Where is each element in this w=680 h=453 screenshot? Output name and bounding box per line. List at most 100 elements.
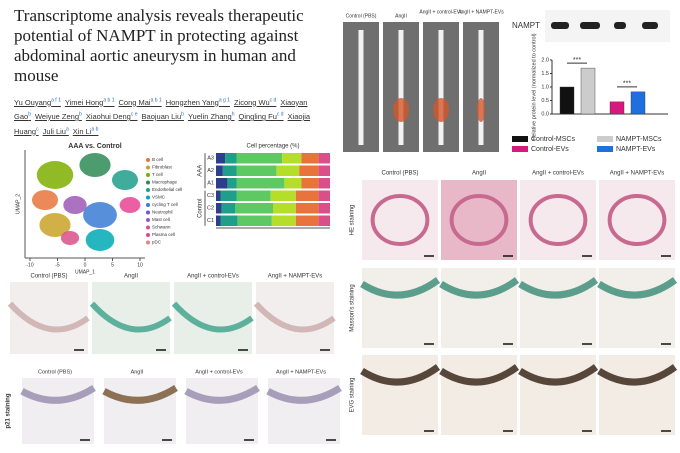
legend-swatch (146, 225, 150, 230)
umap-cluster (32, 190, 58, 210)
legend-swatch (146, 158, 150, 162)
author[interactable]: Yu Ouyanga f 1 (14, 97, 61, 107)
bar-segment (236, 153, 283, 164)
legend-swatch (146, 173, 150, 177)
legend-label: cycling T cell (152, 202, 178, 207)
column-label: AngII + NAMPT-EVs (276, 369, 326, 375)
bar-segment (216, 203, 222, 214)
significance-label: *** (623, 81, 631, 88)
author[interactable]: Yuelin Zhangh (188, 112, 235, 122)
aneurysm (433, 98, 449, 122)
row-label: EVG staining (350, 377, 356, 412)
y-tick-label: 2.0 (541, 57, 549, 63)
bar-segment (318, 190, 330, 201)
legend-label: Neutrophil (152, 210, 173, 215)
image-frame (362, 180, 438, 260)
author[interactable]: Hongzhen Yanga g 1 (165, 97, 230, 107)
author[interactable]: Yimei Honga b 1 (64, 97, 115, 107)
legend-swatch (146, 195, 150, 200)
bar (630, 91, 646, 115)
y-axis-label: Relative protein level (normalized to co… (531, 33, 537, 140)
legend-label: Macrophage (152, 180, 178, 185)
author-name: Hongzhen Yang (165, 97, 219, 107)
bar-segment (237, 215, 272, 226)
aneurysm (393, 98, 409, 122)
author[interactable]: Xiaoyan Gaob (14, 98, 307, 122)
row-label: Masson's staining (350, 284, 356, 332)
author[interactable]: Qingling Fuc d (239, 111, 284, 122)
bar (609, 101, 625, 115)
image-frame (186, 378, 258, 444)
image-frame (599, 180, 675, 260)
author-name: Zicong Wu (233, 97, 270, 107)
aorta-label: AngII + NAMPT-EVs (458, 9, 504, 15)
column-label: Control (PBS) (30, 274, 67, 280)
tissue-band (360, 364, 441, 386)
aorta-label: AngII + control-EVs (419, 9, 463, 15)
legend-label: NAMPT-MSCs (616, 136, 662, 143)
bar-segment (318, 165, 330, 176)
image-frame (520, 180, 596, 260)
author[interactable]: Cong Maia b 1 (118, 97, 161, 107)
bar-segment (216, 178, 228, 189)
legend-label: VSMC (152, 195, 166, 200)
bar (559, 86, 575, 115)
legend-label: Schwann (152, 225, 171, 230)
legend-swatch (597, 136, 613, 142)
bar-segment (227, 178, 237, 189)
author-affiliation: c d (276, 111, 284, 118)
column-label: AngII + control-EVs (195, 369, 243, 375)
bar-segment (216, 190, 221, 201)
bar-segment (221, 203, 236, 214)
author-name: Xin Li (72, 126, 92, 136)
legend-swatch (146, 210, 150, 215)
tissue-arc (89, 301, 172, 333)
author-name: Baojuan Liu (141, 112, 182, 121)
bar-segment (235, 203, 273, 214)
tissue-ring (370, 194, 430, 246)
author-affiliation: a b (91, 126, 99, 132)
bar-segment (222, 165, 237, 176)
y-tick-label: C2 (207, 206, 214, 212)
image-frame (362, 355, 438, 435)
image-frame (520, 355, 596, 435)
column-label: Control (PBS) (381, 171, 418, 177)
author[interactable]: Xiaohui Dengc e (86, 112, 138, 122)
author-affiliation: b (79, 111, 82, 118)
blot-band (642, 22, 658, 29)
bar-segment (236, 178, 285, 189)
author[interactable]: Juli Liua (43, 126, 69, 136)
legend-label: Mast cell (152, 217, 170, 222)
author-affiliation: c d (269, 97, 277, 103)
author[interactable]: Baojuan Liub (141, 112, 184, 122)
author[interactable]: Weiyue Zengb (35, 111, 82, 122)
aorta-label: AngII (395, 13, 407, 19)
column-label: Control (PBS) (38, 369, 72, 375)
author-name: Xiaoyan Gao (14, 97, 308, 122)
legend-label: Plasma cell (152, 232, 175, 237)
legend-swatch (146, 203, 150, 207)
column-label: AngII (472, 171, 486, 177)
bar-segment (220, 215, 238, 226)
tissue-arc (7, 301, 90, 333)
legend-label: B cell (152, 157, 163, 162)
author[interactable]: Xiaojia Huangc (14, 112, 310, 136)
tissue-arc (253, 301, 336, 333)
author[interactable]: Zicong Wuc d (233, 97, 277, 107)
bar-segment (295, 190, 319, 201)
bar-segment (216, 165, 223, 176)
legend-swatch (512, 146, 528, 152)
legend-swatch (146, 180, 150, 185)
tissue-band (439, 364, 520, 386)
tissue-ring (449, 194, 509, 246)
image-frame (441, 355, 517, 435)
legend-swatch (146, 188, 150, 192)
column-label: AngII + control-EVs (187, 274, 239, 280)
author[interactable]: Xin Lia b (72, 126, 99, 136)
author-name: Yimei Hong (64, 97, 104, 107)
bar-segment (220, 190, 237, 201)
y-tick-label: 0.5 (541, 98, 549, 104)
y-tick-label: 1.5 (541, 71, 549, 77)
author-affiliation: a b 1 (103, 97, 115, 103)
image-frame (599, 268, 675, 348)
